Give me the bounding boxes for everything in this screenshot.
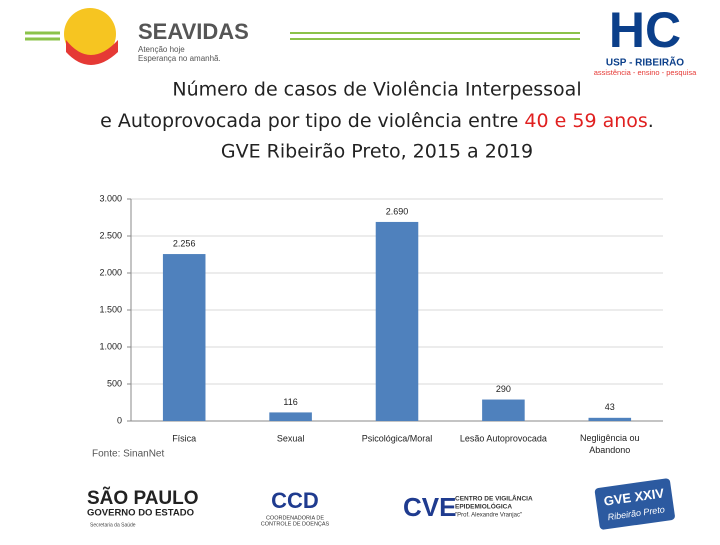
- heart-logo: [66, 40, 118, 65]
- sp-logo: GOVERNO DO ESTADO: [87, 508, 194, 519]
- title-part: e Autoprovocada por tipo de violência en…: [100, 110, 524, 132]
- hc-logo: HC: [609, 2, 681, 58]
- x-tick-label: Lesão Autoprovocada: [460, 433, 547, 443]
- y-tick-label: 2.000: [99, 267, 122, 277]
- header-right: HC USP - RIBEIRÃO assistência - ensino -…: [594, 2, 697, 77]
- title-highlight: 40 e 59 anos: [524, 110, 647, 132]
- header-left: SEAVIDAS Atenção hoje Esperança no amanh…: [25, 8, 580, 65]
- data-label: 2.690: [386, 206, 409, 216]
- x-tick-label: Negligência ou Abandono: [580, 433, 640, 455]
- title-line: Número de casos de Violência Interpessoa…: [172, 79, 581, 101]
- data-label: 116: [283, 397, 297, 407]
- cve-text: EPIDEMIOLÓGICA: [455, 502, 512, 511]
- y-tick-label: 2.500: [99, 230, 122, 240]
- label-line: Abandono: [589, 445, 630, 455]
- cve-text: "Prof. Alexandre Vranjac": [455, 513, 522, 519]
- x-tick-label: Psicológica/Moral: [362, 433, 433, 443]
- data-label: 2.256: [173, 238, 196, 248]
- ccd-logo: CCD: [271, 488, 319, 513]
- sp-logo: SÃO PAULO: [87, 487, 199, 509]
- bar: [162, 254, 206, 421]
- plot: 0 500 1.000 1.500 2.000 2.500 3.000 Física 2.256…: [99, 193, 663, 455]
- x-tick-label: Sexual: [277, 433, 305, 443]
- y-tick-label: 1.500: [99, 304, 122, 314]
- y-tick-label: 3.000: [99, 193, 122, 203]
- data-label: 43: [605, 402, 615, 412]
- title-line: e Autoprovocada por tipo de violência en…: [100, 110, 654, 132]
- y-tick-label: 0: [117, 415, 122, 425]
- tagline: Atenção hoje: [138, 45, 185, 54]
- ccd-text: COORDENADORIA DE: [266, 515, 324, 521]
- y-tick-label: 500: [107, 378, 122, 388]
- seavidas: SEAVIDAS: [138, 19, 249, 44]
- bar: [375, 221, 419, 421]
- title-part: .: [648, 110, 654, 132]
- cve-logo: CVE: [403, 492, 456, 522]
- bar: [482, 399, 525, 421]
- gve-logo: GVE XXIV Ribeirão Preto: [594, 478, 675, 530]
- usp: USP - RIBEIRÃO: [606, 56, 684, 69]
- title-line: GVE Ribeirão Preto, 2015 a 2019: [221, 141, 533, 163]
- ccd-text: CONTROLE DE DOENÇAS: [261, 521, 330, 527]
- tagline: Esperança no amanhã.: [138, 54, 221, 63]
- bar: [588, 417, 632, 421]
- usp-tagline: assistência - ensino - pesquisa: [594, 68, 697, 77]
- bar: [269, 412, 312, 421]
- footer: SÃO PAULO GOVERNO DO ESTADO Secretaria d…: [87, 478, 675, 530]
- gve-box: [594, 478, 675, 530]
- label-line: Negligência ou: [580, 433, 640, 443]
- cve-text: CENTRO DE VIGILÂNCIA: [455, 494, 533, 503]
- y-tick-label: 1.000: [99, 341, 122, 351]
- x-tick-label: Física: [172, 433, 196, 443]
- sp-logo: Secretaria da Saúde: [90, 522, 136, 528]
- sun-logo: [64, 8, 116, 60]
- data-label: 290: [496, 384, 511, 394]
- source: Fonte: SinanNet: [92, 449, 164, 460]
